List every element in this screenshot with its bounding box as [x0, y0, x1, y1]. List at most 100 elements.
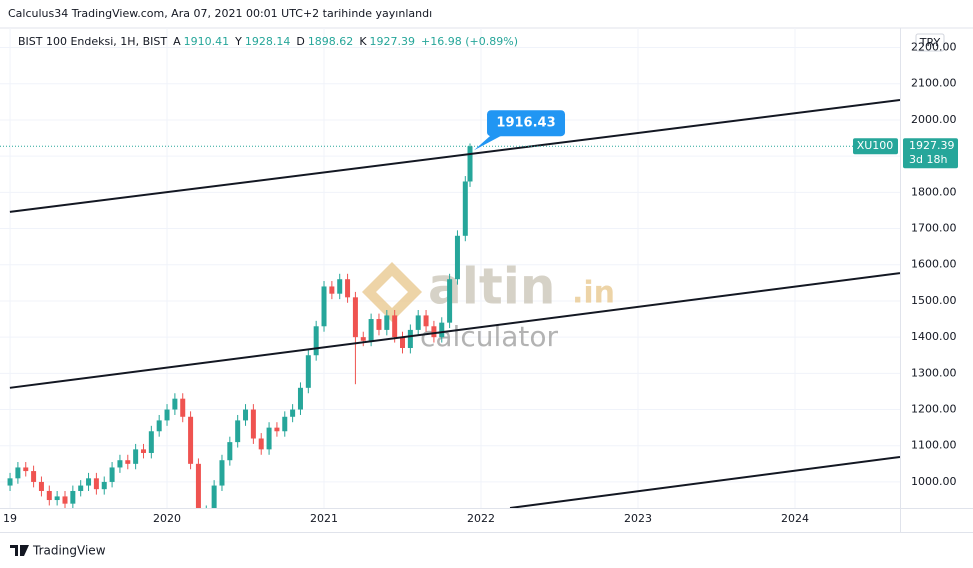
symbol-tag-label: XU100 — [857, 139, 894, 152]
callout-box — [487, 110, 566, 137]
candle-body — [70, 490, 76, 504]
candle-body — [7, 478, 13, 486]
candle-body — [258, 438, 264, 450]
legend-change: +16.98 (+0.89%) — [421, 35, 518, 48]
candle-body — [117, 460, 123, 468]
legend-low: 1898.62 — [308, 35, 354, 48]
candle-body — [392, 315, 398, 338]
legend-open: 1910.41 — [184, 35, 230, 48]
candle-body — [467, 146, 473, 182]
currency-box — [915, 33, 945, 52]
x-tick-label: 2022 — [467, 512, 495, 525]
candle-body — [15, 467, 21, 479]
candle-body — [54, 496, 60, 501]
candle-body — [360, 337, 366, 341]
y-tick-label: 1300.00 — [911, 366, 957, 379]
candle-body — [78, 485, 84, 491]
price-tag-label: 1927.39 — [909, 139, 955, 152]
x-tick-label: 2023 — [624, 512, 652, 525]
trendline — [9, 99, 900, 213]
candle-body — [38, 481, 44, 491]
candle-body — [219, 460, 225, 486]
candle-body — [439, 322, 445, 338]
y-tick-label: 2000.00 — [911, 113, 957, 126]
candle-body — [345, 279, 351, 298]
y-tick-label: 1500.00 — [911, 294, 957, 307]
x-tick-label: 2024 — [781, 512, 809, 525]
y-tick-label: 1800.00 — [911, 185, 957, 198]
candle-body — [415, 315, 421, 330]
y-tick-label: 1400.00 — [911, 330, 957, 343]
candle-body — [133, 449, 139, 464]
candle-body — [250, 409, 256, 439]
candle-body — [46, 490, 52, 501]
y-tick-label: 1200.00 — [911, 403, 957, 416]
candle-body — [400, 337, 406, 348]
candle-body — [211, 485, 217, 508]
watermark-suffix: .in — [572, 276, 615, 311]
y-tick-label: 1000.00 — [911, 475, 957, 488]
x-tick-label: 2021 — [310, 512, 338, 525]
y-tick-label: 2200.00 — [911, 41, 957, 54]
watermark-logo — [362, 262, 422, 322]
candle-body — [101, 481, 107, 490]
price-tag — [903, 138, 958, 169]
candle-body — [188, 416, 194, 464]
candle-body — [140, 449, 146, 453]
candle-body — [148, 431, 154, 453]
footer-brand: TradingView — [32, 544, 106, 558]
legend: BIST 100 Endeksi, 1H, BIST A 1910.41 Y 1928.… — [18, 35, 518, 48]
y-tick-label: 1100.00 — [911, 439, 957, 452]
candle-body — [156, 420, 162, 432]
candle-body — [180, 398, 186, 417]
candle-body — [243, 409, 249, 421]
candle-body — [368, 319, 374, 341]
candle-body — [235, 420, 241, 443]
candle-body — [329, 286, 335, 294]
x-tick-label: 19 — [3, 512, 17, 525]
header-title: Calculus34 TradingView.com, Ara 07, 2021… — [8, 7, 432, 20]
candle-body — [423, 315, 429, 327]
plot — [0, 99, 900, 508]
y-tick-label: 1600.00 — [911, 258, 957, 271]
legend-high-label: Y — [234, 35, 242, 48]
trendline — [9, 272, 900, 389]
price-tag-countdown: 3d 18h — [909, 153, 947, 166]
candle-body — [407, 329, 413, 348]
callout-label: 1916.43 — [496, 116, 555, 131]
candle-body — [352, 297, 358, 338]
legend-close-label: K — [359, 35, 367, 48]
currency: TRY — [919, 36, 941, 49]
candle-body — [164, 409, 170, 421]
candle-body — [462, 181, 468, 236]
legend-high: 1928.14 — [245, 35, 291, 48]
candle-body — [431, 326, 437, 338]
candle-body — [62, 496, 68, 504]
tv-logo — [10, 545, 29, 556]
candle-body — [313, 326, 319, 356]
y-tick-label: 2100.00 — [911, 77, 957, 90]
candle-body — [384, 315, 390, 330]
candle-body — [227, 442, 233, 461]
candle-body — [172, 398, 178, 410]
candle-body — [282, 416, 288, 432]
trendline — [509, 455, 900, 508]
x-tick-label: 2020 — [153, 512, 181, 525]
candle-body — [376, 319, 382, 330]
candle-body — [195, 463, 201, 508]
callout-pointer — [474, 134, 505, 151]
candle-body — [109, 467, 115, 482]
y-tick-label: 1700.00 — [911, 222, 957, 235]
candle-body — [447, 279, 453, 323]
footer-logo — [10, 545, 29, 556]
candle-body — [290, 409, 296, 417]
legend-symbol: BIST 100 Endeksi, 1H, BIST — [18, 35, 167, 48]
legend-open-label: A — [173, 35, 181, 48]
candle-body — [266, 427, 272, 450]
candle-body — [93, 478, 99, 490]
candle-body — [454, 235, 460, 280]
symbol-tag — [853, 138, 898, 155]
candle-body — [321, 286, 327, 327]
candle-body — [125, 460, 131, 464]
